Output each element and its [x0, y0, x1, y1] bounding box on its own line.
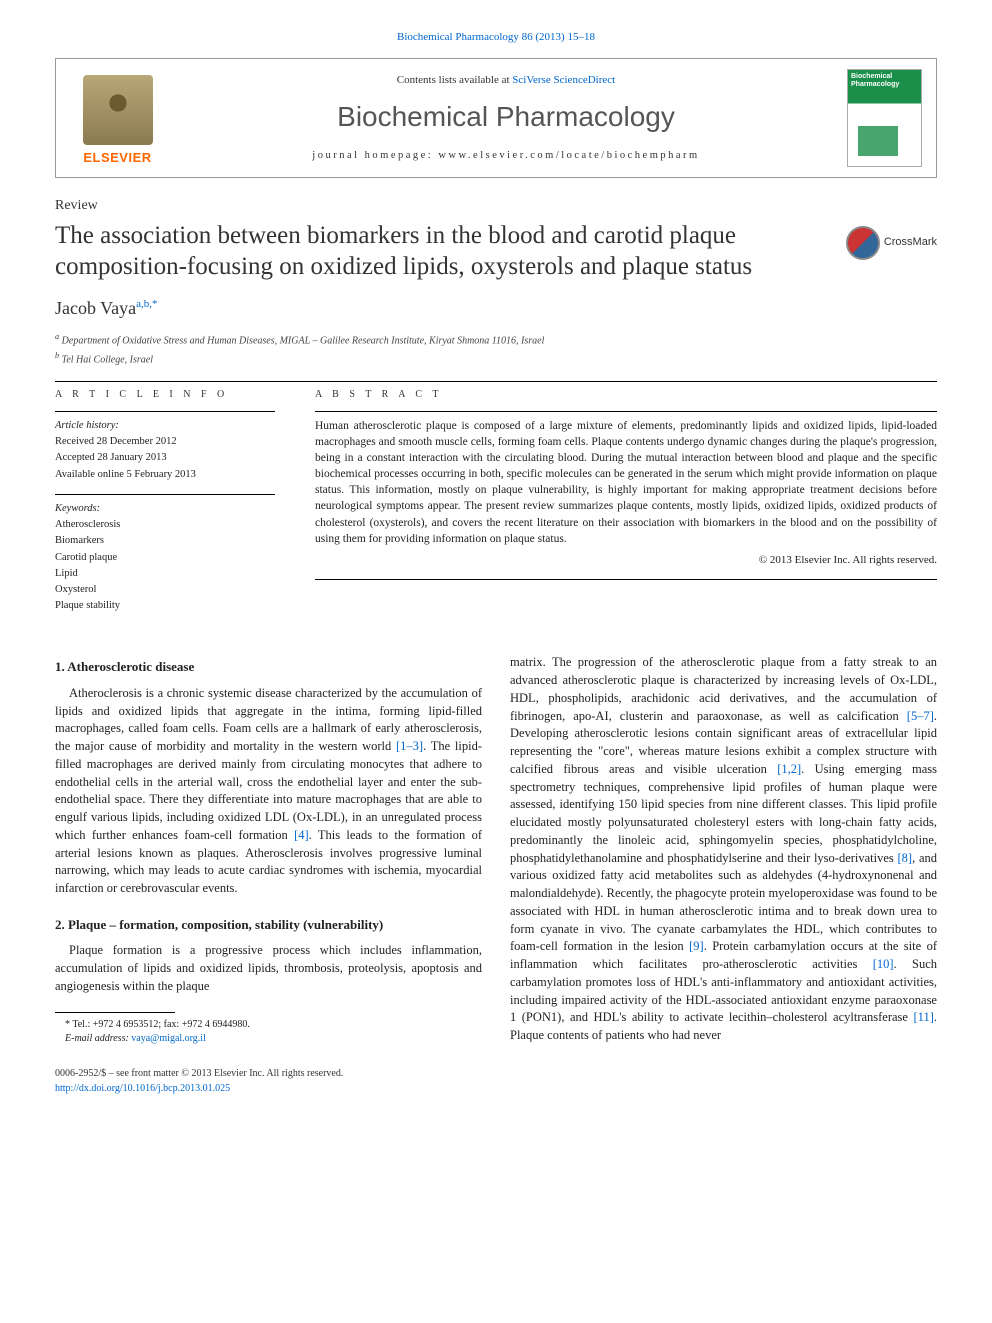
- citation-link[interactable]: [1,2]: [777, 762, 801, 776]
- body-text: Plaque formation is a progressive proces…: [55, 943, 482, 993]
- info-divider: [55, 494, 275, 495]
- section-2-para-1: Plaque formation is a progressive proces…: [55, 942, 482, 995]
- email-label: E-mail address:: [65, 1033, 131, 1044]
- email-footnote: E-mail address: vaya@migal.org.il: [55, 1032, 482, 1046]
- citation-link[interactable]: [4]: [294, 828, 309, 842]
- affiliations: a Department of Oxidative Stress and Hum…: [55, 331, 937, 368]
- sciencedirect-link[interactable]: SciVerse ScienceDirect: [512, 74, 615, 86]
- issn-copyright: 0006-2952/$ – see front matter © 2013 El…: [55, 1067, 343, 1082]
- elsevier-tree-icon: [83, 75, 153, 145]
- accepted-date: Accepted 28 January 2013: [55, 450, 275, 465]
- journal-cover-thumb: Biochemical Pharmacology: [847, 69, 922, 167]
- online-date: Available online 5 February 2013: [55, 467, 275, 482]
- citation-link[interactable]: [5–7]: [907, 709, 934, 723]
- crossmark-icon: [846, 226, 880, 260]
- author-affil-sup: a,b,*: [136, 298, 157, 310]
- abstract-copyright: © 2013 Elsevier Inc. All rights reserved…: [315, 553, 937, 569]
- citation-link[interactable]: [10]: [873, 957, 894, 971]
- abstract-column: A B S T R A C T Human atherosclerotic pl…: [315, 388, 937, 614]
- cover-thumb-title: Biochemical Pharmacology: [851, 73, 918, 88]
- body-text: matrix. The progression of the atheroscl…: [510, 655, 937, 722]
- affiliation-b: b Tel Hai College, Israel: [55, 350, 937, 368]
- elsevier-wordmark: ELSEVIER: [83, 149, 151, 168]
- article-body: 1. Atherosclerotic disease Atheroclerosi…: [55, 654, 937, 1047]
- body-text: . The lipid-filled macrophages are deriv…: [55, 739, 482, 842]
- article-title: The association between biomarkers in th…: [55, 220, 832, 283]
- body-text: , and various oxidized fatty acid metabo…: [510, 851, 937, 954]
- affiliation-a-text: Department of Oxidative Stress and Human…: [62, 335, 545, 346]
- article-info-heading: A R T I C L E I N F O: [55, 388, 275, 403]
- page-footer: 0006-2952/$ – see front matter © 2013 El…: [55, 1067, 937, 1096]
- doi-link[interactable]: http://dx.doi.org/10.1016/j.bcp.2013.01.…: [55, 1083, 230, 1094]
- abstract-bottom-divider: [315, 579, 937, 580]
- divider: [55, 381, 937, 382]
- author-sup-link[interactable]: a,b,*: [136, 298, 157, 310]
- abstract-heading: A B S T R A C T: [315, 388, 937, 403]
- section-1-para: Atheroclerosis is a chronic systemic dis…: [55, 685, 482, 898]
- section-1-heading: 1. Atherosclerotic disease: [55, 658, 482, 676]
- elsevier-logo: ELSEVIER: [70, 68, 165, 168]
- citation-link[interactable]: [11]: [914, 1010, 934, 1024]
- keyword: Oxysterol: [55, 582, 275, 597]
- article-info-column: A R T I C L E I N F O Article history: R…: [55, 388, 275, 614]
- author-line: Jacob Vayaa,b,*: [55, 295, 937, 321]
- journal-header: ELSEVIER Contents lists available at Sci…: [55, 58, 937, 178]
- section-2-para-2: matrix. The progression of the atheroscl…: [510, 654, 937, 1045]
- journal-name: Biochemical Pharmacology: [165, 97, 847, 138]
- journal-homepage: journal homepage: www.elsevier.com/locat…: [165, 148, 847, 163]
- keyword: Carotid plaque: [55, 550, 275, 565]
- affiliation-b-text: Tel Hai College, Israel: [62, 354, 153, 365]
- article-type: Review: [55, 196, 937, 216]
- keyword: Biomarkers: [55, 533, 275, 548]
- keyword: Plaque stability: [55, 598, 275, 613]
- author-name: Jacob Vaya: [55, 298, 136, 318]
- citation-link[interactable]: [9]: [689, 939, 704, 953]
- received-date: Received 28 December 2012: [55, 434, 275, 449]
- info-divider: [55, 411, 275, 412]
- keyword: Atherosclerosis: [55, 517, 275, 532]
- footer-left: 0006-2952/$ – see front matter © 2013 El…: [55, 1067, 343, 1096]
- corresponding-footnote: * Tel.: +972 4 6953512; fax: +972 4 6944…: [55, 1018, 482, 1032]
- keywords-label: Keywords:: [55, 501, 275, 516]
- affiliation-a: a Department of Oxidative Stress and Hum…: [55, 331, 937, 349]
- header-center: Contents lists available at SciVerse Sci…: [165, 73, 847, 163]
- body-text: . Using emerging mass spectrometry techn…: [510, 762, 937, 865]
- contents-available-line: Contents lists available at SciVerse Sci…: [165, 73, 847, 89]
- citation-link[interactable]: [1–3]: [396, 739, 423, 753]
- crossmark-badge[interactable]: CrossMark: [846, 226, 937, 260]
- top-citation: Biochemical Pharmacology 86 (2013) 15–18: [55, 30, 937, 46]
- footnote-separator: [55, 1012, 175, 1013]
- author-email-link[interactable]: vaya@migal.org.il: [131, 1033, 206, 1044]
- top-citation-link[interactable]: Biochemical Pharmacology 86 (2013) 15–18: [397, 31, 595, 43]
- article-history-label: Article history:: [55, 418, 275, 433]
- citation-link[interactable]: [8]: [898, 851, 913, 865]
- abstract-divider: [315, 411, 937, 412]
- abstract-text: Human atherosclerotic plaque is composed…: [315, 418, 937, 547]
- keyword: Lipid: [55, 566, 275, 581]
- contents-prefix: Contents lists available at: [397, 74, 512, 86]
- section-2-heading: 2. Plaque – formation, composition, stab…: [55, 916, 482, 934]
- crossmark-label: CrossMark: [884, 235, 937, 251]
